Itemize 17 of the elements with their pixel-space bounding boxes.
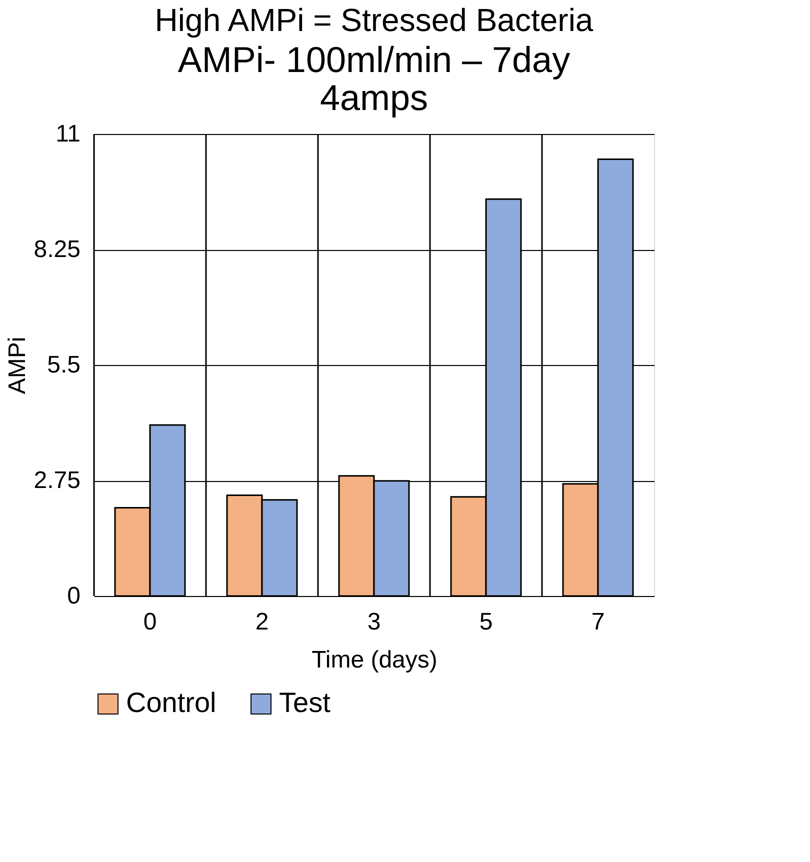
- text: AMPi- 100ml/min – 7day: [178, 39, 570, 80]
- chart-title: High AMPi = Stressed Bacteria: [154, 2, 594, 38]
- legend-label: Test: [279, 687, 331, 718]
- x-axis-title: Time (days): [312, 646, 438, 674]
- x-tick-label: 5: [479, 608, 493, 636]
- x-tick-label: 2: [255, 608, 269, 636]
- y-tick-label: 0: [67, 582, 80, 610]
- legend-label: Control: [126, 687, 216, 718]
- y-tick-label: 11: [56, 120, 80, 148]
- x-tick-label: 0: [143, 608, 157, 636]
- y-tick-label: 5.5: [47, 352, 80, 378]
- x-tick-label: 3: [367, 608, 381, 636]
- x-tick-label: 7: [591, 608, 605, 636]
- y-tick-label: 2.75: [34, 467, 80, 494]
- y-axis-title: AMPi: [4, 336, 31, 394]
- y-tick-label: 8.25: [34, 236, 80, 263]
- text: 4amps: [320, 77, 428, 118]
